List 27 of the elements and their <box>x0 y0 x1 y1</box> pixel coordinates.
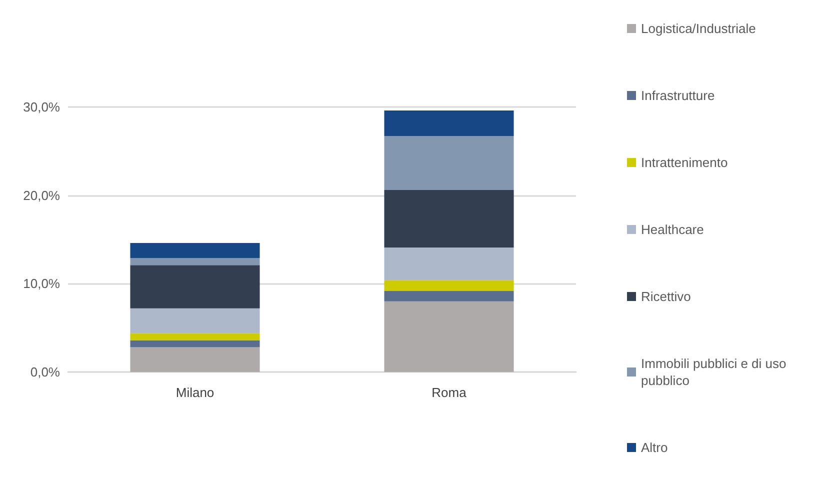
legend-label: Infrastrutture <box>641 88 715 103</box>
legend-label: Immobili pubblici e di uso pubblico <box>641 356 790 388</box>
bar <box>384 110 514 136</box>
bar <box>384 247 514 280</box>
legend-label: Ricettivo <box>641 289 691 304</box>
x-tick-label: Milano <box>176 385 214 400</box>
bar <box>130 265 260 308</box>
bar <box>130 308 260 334</box>
bar <box>130 243 260 258</box>
legend-label: Logistica/Industriale <box>641 21 756 36</box>
legend-label: Healthcare <box>641 222 704 237</box>
y-tick-label: 20,0% <box>23 188 60 203</box>
x-tick-label: Roma <box>432 385 468 400</box>
bar <box>130 340 260 348</box>
bar <box>130 258 260 266</box>
bar <box>130 333 260 340</box>
y-tick-label: 0,0% <box>30 364 60 380</box>
bar <box>130 347 260 372</box>
bar <box>384 280 514 291</box>
y-tick-label: 10,0% <box>23 276 60 292</box>
y-tick-label: 30,0% <box>23 100 60 114</box>
bar <box>384 301 514 372</box>
bar <box>384 190 514 248</box>
bar <box>384 290 514 302</box>
legend-label: Altro <box>641 440 668 455</box>
legend-label: Intrattenimento <box>641 155 728 170</box>
bar <box>384 136 514 190</box>
